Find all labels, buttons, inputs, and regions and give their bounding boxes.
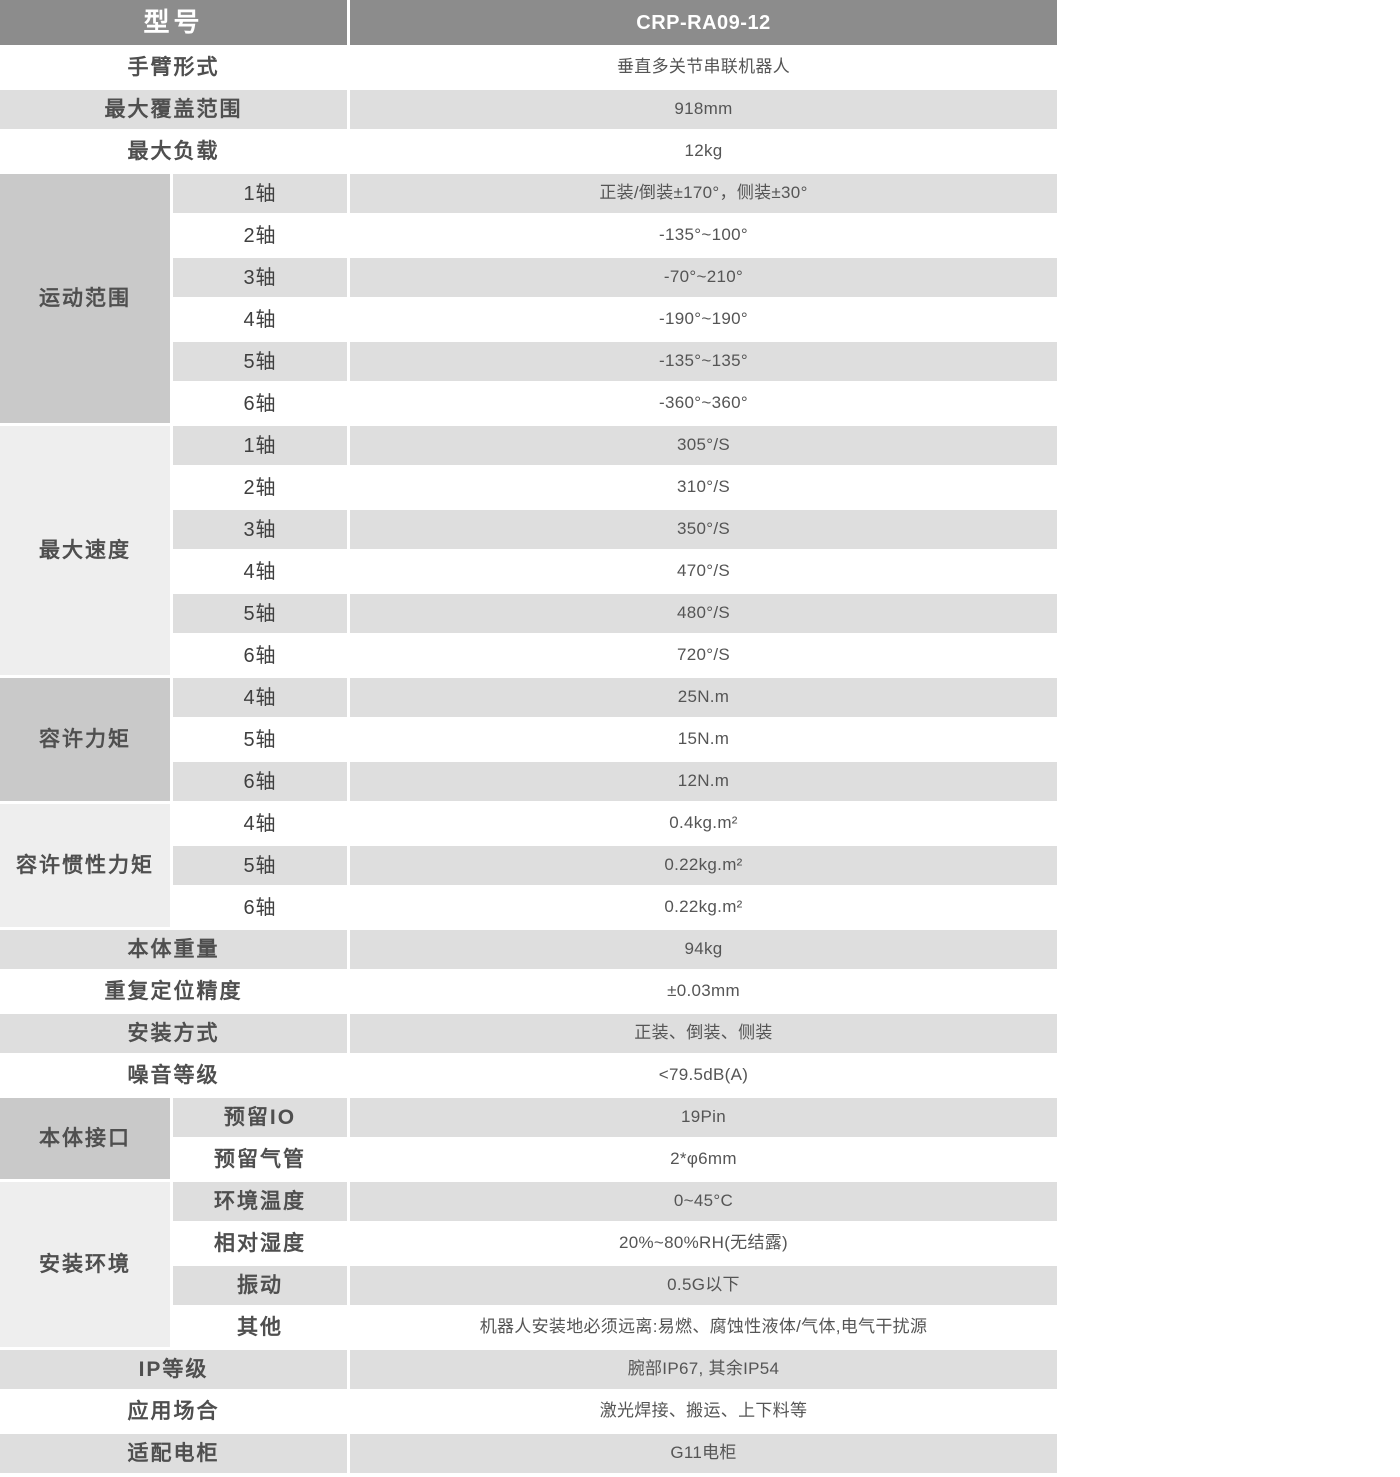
axis-label: 2轴 [173, 216, 347, 255]
spec-row-value: 0.5G以下 [350, 1266, 1057, 1305]
spec-row-value: 480°/S [350, 594, 1057, 633]
spec-row-label: 最大负载 [0, 132, 347, 171]
axis-label: 6轴 [173, 888, 347, 927]
spec-row-value: G11电柜 [350, 1434, 1057, 1473]
spec-row-value: ±0.03mm [350, 972, 1057, 1011]
spec-row-value: -190°~190° [350, 300, 1057, 339]
spec-row-value: 20%~80%RH(无结露) [350, 1224, 1057, 1263]
spec-row-value: 激光焊接、搬运、上下料等 [350, 1392, 1057, 1431]
axis-label: 5轴 [173, 720, 347, 759]
axis-label: 4轴 [173, 678, 347, 717]
sub-row-label: 振动 [173, 1266, 347, 1305]
spec-row-value: 12N.m [350, 762, 1057, 801]
spec-row-value: <79.5dB(A) [350, 1056, 1057, 1095]
group-label: 容许力矩 [0, 678, 170, 801]
group-label: 容许惯性力矩 [0, 804, 170, 927]
axis-label: 5轴 [173, 594, 347, 633]
spec-row-value: 正装/倒装±170°，侧装±30° [350, 174, 1057, 213]
sub-row-label: 环境温度 [173, 1182, 347, 1221]
spec-row-value: 918mm [350, 90, 1057, 129]
spec-row-value: 25N.m [350, 678, 1057, 717]
spec-row-value: 310°/S [350, 468, 1057, 507]
group-label: 安装环境 [0, 1182, 170, 1347]
spec-row-value: -135°~135° [350, 342, 1057, 381]
spec-row-label: IP等级 [0, 1350, 347, 1389]
spec-table: 型号 CRP-RA09-12 手臂形式 垂直多关节串联机器人 最大覆盖范围 918mm… [0, 0, 1057, 1473]
axis-label: 3轴 [173, 510, 347, 549]
model-header-label: 型号 [0, 0, 347, 45]
spec-row-label: 最大覆盖范围 [0, 90, 347, 129]
axis-label: 6轴 [173, 636, 347, 675]
axis-label: 5轴 [173, 846, 347, 885]
spec-row-value: -135°~100° [350, 216, 1057, 255]
sub-row-label: 其他 [173, 1308, 347, 1347]
spec-row-value: 12kg [350, 132, 1057, 171]
spec-row-value: 垂直多关节串联机器人 [350, 48, 1057, 87]
group-label: 最大速度 [0, 426, 170, 675]
spec-row-value: -360°~360° [350, 384, 1057, 423]
spec-row-label: 手臂形式 [0, 48, 347, 87]
group-label: 本体接口 [0, 1098, 170, 1179]
spec-row-label: 应用场合 [0, 1392, 347, 1431]
spec-row-label: 安装方式 [0, 1014, 347, 1053]
axis-label: 4轴 [173, 552, 347, 591]
axis-label: 6轴 [173, 762, 347, 801]
spec-row-value: 腕部IP67, 其余IP54 [350, 1350, 1057, 1389]
axis-label: 1轴 [173, 174, 347, 213]
spec-row-label: 本体重量 [0, 930, 347, 969]
axis-label: 4轴 [173, 804, 347, 843]
spec-row-label: 适配电柜 [0, 1434, 347, 1473]
spec-row-value: 0~45°C [350, 1182, 1057, 1221]
spec-row-value: 305°/S [350, 426, 1057, 465]
spec-row-value: 0.4kg.m² [350, 804, 1057, 843]
sub-row-label: 预留IO [173, 1098, 347, 1137]
spec-row-value: 15N.m [350, 720, 1057, 759]
axis-label: 1轴 [173, 426, 347, 465]
spec-row-value: 2*φ6mm [350, 1140, 1057, 1179]
spec-row-value: 19Pin [350, 1098, 1057, 1137]
axis-label: 2轴 [173, 468, 347, 507]
spec-row-label: 重复定位精度 [0, 972, 347, 1011]
axis-label: 3轴 [173, 258, 347, 297]
spec-row-value: -70°~210° [350, 258, 1057, 297]
spec-row-value: 470°/S [350, 552, 1057, 591]
spec-row-value: 94kg [350, 930, 1057, 969]
spec-row-label: 噪音等级 [0, 1056, 347, 1095]
spec-row-value: 350°/S [350, 510, 1057, 549]
spec-row-value: 720°/S [350, 636, 1057, 675]
axis-label: 4轴 [173, 300, 347, 339]
sub-row-label: 预留气管 [173, 1140, 347, 1179]
model-header-value: CRP-RA09-12 [350, 0, 1057, 45]
spec-row-value: 正装、倒装、侧装 [350, 1014, 1057, 1053]
group-label: 运动范围 [0, 174, 170, 423]
axis-label: 6轴 [173, 384, 347, 423]
spec-row-value: 机器人安装地必须远离:易燃、腐蚀性液体/气体,电气干扰源 [350, 1308, 1057, 1347]
spec-row-value: 0.22kg.m² [350, 846, 1057, 885]
axis-label: 5轴 [173, 342, 347, 381]
spec-row-value: 0.22kg.m² [350, 888, 1057, 927]
sub-row-label: 相对湿度 [173, 1224, 347, 1263]
